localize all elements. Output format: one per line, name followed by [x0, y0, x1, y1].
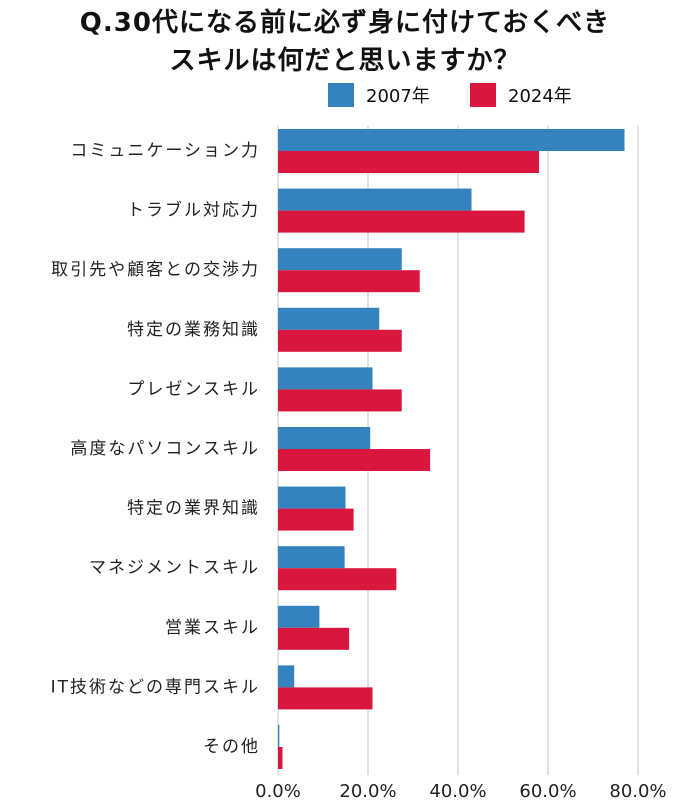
chart-title-line-2: スキルは何だと思いますか？ — [169, 46, 521, 76]
category-label-4: プレゼンスキル — [127, 379, 260, 399]
bar-2024-8 — [278, 627, 350, 650]
category-label-8: 営業スキル — [165, 618, 260, 638]
bar-2007-7 — [278, 546, 345, 569]
chart-title-line-1: Q.30代になる前に必ず身に付けておくべき — [79, 8, 611, 38]
bar-2007-6 — [278, 486, 346, 509]
bar-2024-9 — [278, 687, 373, 710]
category-label-7: マネジメントスキル — [89, 558, 260, 578]
x-tick-label-1: 20.0% — [339, 781, 396, 800]
category-label-10: その他 — [203, 737, 260, 757]
bar-2024-4 — [278, 389, 402, 412]
bar-2024-3 — [278, 329, 402, 352]
bar-2024-10 — [278, 747, 283, 769]
legend-label-2007: 2007年 — [366, 86, 430, 107]
x-tick-label-4: 80.0% — [609, 781, 666, 800]
category-label-2: 取引先や顧客との交渉力 — [51, 260, 260, 280]
bar-2024-2 — [278, 270, 420, 293]
bar-2007-5 — [278, 427, 371, 449]
bar-2007-1 — [278, 188, 472, 211]
bar-2007-2 — [278, 248, 402, 271]
bar-2024-5 — [278, 449, 431, 471]
bar-2007-3 — [278, 307, 380, 330]
legend-item-2007: 2007年 — [328, 82, 430, 108]
legend-swatch-2007 — [328, 83, 354, 107]
bar-2024-7 — [278, 568, 397, 591]
bar-2024-6 — [278, 508, 354, 531]
chart-legend: 2007年 2024年 — [0, 82, 690, 110]
bar-2007-0 — [278, 129, 625, 151]
x-tick-label-0: 0.0% — [255, 781, 301, 800]
bar-2007-10 — [278, 725, 280, 747]
legend-swatch-2024 — [470, 83, 496, 107]
category-label-9: IT技術などの専門スキル — [51, 677, 260, 697]
category-label-3: 特定の業務知識 — [127, 320, 260, 340]
legend-item-2024: 2024年 — [470, 82, 572, 108]
x-tick-label-3: 60.0% — [519, 781, 576, 800]
bar-2024-0 — [278, 151, 539, 173]
bar-2007-8 — [278, 605, 320, 628]
category-label-6: 特定の業界知識 — [127, 499, 260, 519]
legend-label-2024: 2024年 — [508, 86, 572, 107]
bar-2007-4 — [278, 367, 373, 390]
x-tick-label-2: 40.0% — [429, 781, 486, 800]
category-label-0: コミュニケーション力 — [70, 141, 260, 161]
chart-title: Q.30代になる前に必ず身に付けておくべき スキルは何だと思いますか？ — [0, 4, 690, 80]
bar-2024-1 — [278, 210, 525, 233]
bar-2007-9 — [278, 665, 295, 688]
category-label-1: トラブル対応力 — [127, 200, 260, 221]
category-label-5: 高度なパソコンスキル — [70, 439, 260, 459]
